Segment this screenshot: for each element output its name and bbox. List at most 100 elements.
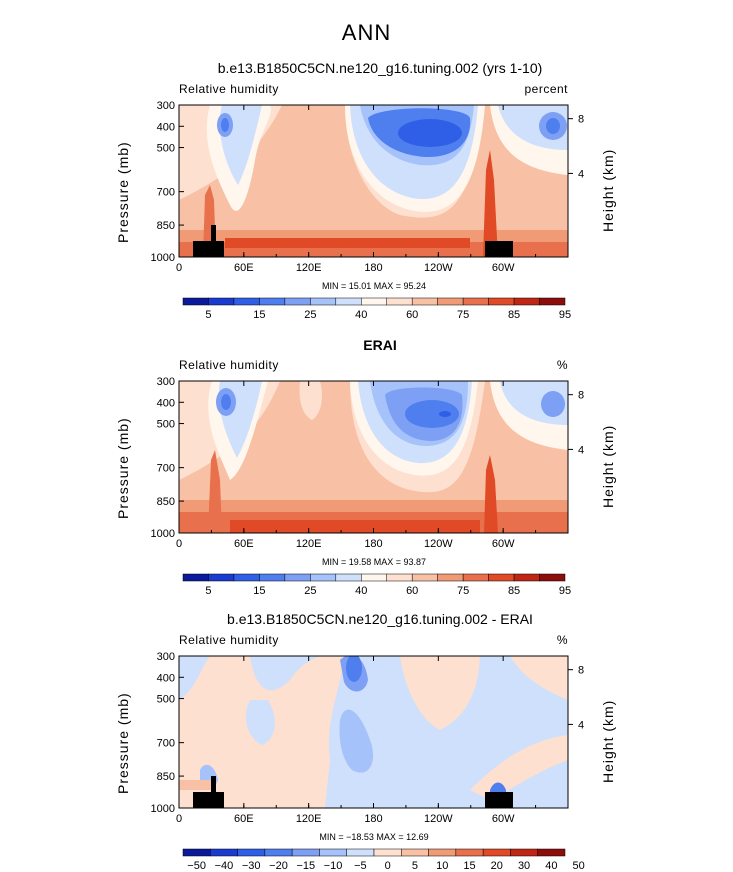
colorbar-swatch	[510, 848, 538, 857]
colorbar-swatch	[455, 848, 484, 857]
colorbar-swatch	[482, 848, 511, 857]
panel-3-title: b.e13.B1850C5CN.ne120_g16.tuning.002 - E…	[227, 611, 533, 627]
x-tick-label: 0	[176, 538, 182, 550]
axes-layer: 0 60E 120E 180 120W 60W3004005007008501000840…	[151, 100, 585, 825]
y-tick-label: 500	[157, 694, 175, 706]
colorbar-swatch	[539, 297, 566, 306]
colorbar-swatch	[182, 848, 211, 857]
colorbar-label: 40	[545, 860, 557, 872]
y-tick-label: 850	[157, 771, 175, 783]
colorbar-swatch	[284, 297, 311, 306]
panel-3-units-label: %	[556, 633, 568, 647]
colorbar-label: 95	[559, 585, 571, 597]
x-tick-label: 60E	[234, 262, 254, 274]
y-tick-label: 400	[157, 397, 175, 409]
y-tick-label: 500	[157, 143, 175, 155]
colorbar-swatch	[310, 297, 337, 306]
colorbar-swatch	[411, 297, 438, 306]
colorbar-swatch	[513, 297, 540, 306]
y-tick-label: 850	[157, 220, 175, 232]
panel-1-minmax: MIN = 15.01 MAX = 95.24	[321, 281, 427, 291]
panel-2-units-label: %	[556, 358, 568, 372]
colorbar-swatch	[401, 848, 429, 857]
colorbar-swatch	[462, 573, 489, 582]
panel-3-contours	[179, 656, 568, 808]
colorbar-swatch	[488, 573, 515, 582]
colorbar-label: 25	[304, 585, 316, 597]
x-tick-label: 60E	[234, 538, 254, 550]
colorbar-label: 75	[457, 585, 469, 597]
y-tick-label: 700	[157, 187, 175, 199]
colorbar-swatch	[361, 573, 387, 582]
x-tick-label: 0	[176, 262, 182, 274]
y-tick-label: 1000	[151, 803, 175, 815]
colorbar-swatch	[386, 297, 413, 306]
x-tick-label: 60W	[492, 813, 515, 825]
colorbar-label: −5	[354, 860, 367, 872]
x-tick-label: 60E	[234, 813, 254, 825]
colorbar-label: 50	[573, 860, 585, 872]
colorbar-label: 60	[406, 585, 418, 597]
colorbar-swatch	[539, 573, 566, 582]
colorbar-swatch	[437, 297, 464, 306]
colorbar-swatch	[233, 297, 260, 306]
colorbar-swatch	[361, 297, 387, 306]
colorbar-swatch	[264, 848, 293, 857]
x-tick-label: 120W	[424, 813, 453, 825]
colorbar-swatch	[319, 848, 347, 857]
x-tick-label: 120W	[424, 538, 453, 550]
colorbar-label: 60	[406, 309, 418, 321]
y2-tick-label: 8	[578, 665, 584, 677]
colorbar-label: 15	[463, 860, 475, 872]
y-tick-label: 1000	[151, 252, 175, 264]
panel-1-contours	[179, 105, 568, 257]
panel-2-contours	[179, 381, 568, 533]
colorbar-swatch	[428, 848, 457, 857]
y-tick-label: 500	[157, 419, 175, 431]
colorbar-label: 30	[518, 860, 530, 872]
y2-tick-label: 8	[578, 390, 584, 402]
y2-tick-label: 4	[578, 168, 584, 180]
colorbar-label: 85	[508, 585, 520, 597]
y-tick-label: 400	[157, 672, 175, 684]
panel-2-variable-label: Relative humidity	[179, 358, 279, 372]
colorbar-swatch	[335, 573, 362, 582]
colorbar-swatch	[291, 848, 320, 857]
y2-tick-label: 8	[578, 114, 584, 126]
colorbar-swatch	[335, 297, 362, 306]
y-tick-label: 700	[157, 738, 175, 750]
y2-tick-label: 4	[578, 719, 584, 731]
colorbar-swatch	[488, 297, 515, 306]
colorbar-swatch	[537, 848, 566, 857]
y2-tick-label: 4	[578, 444, 584, 456]
colorbar-swatch	[513, 573, 540, 582]
colorbar-swatch	[208, 297, 235, 306]
colorbar-label: 75	[457, 309, 469, 321]
colorbar-swatch	[182, 573, 209, 582]
colorbar-label: −20	[269, 860, 288, 872]
colorbar-swatch	[208, 573, 235, 582]
panel-2-minmax: MIN = 19.58 MAX = 93.87	[321, 557, 427, 567]
y-tick-label: 300	[157, 100, 175, 112]
y-tick-label: 300	[157, 651, 175, 663]
colorbar-swatch	[310, 573, 337, 582]
colorbar-label: 5	[412, 860, 418, 872]
colorbar-swatch	[411, 573, 438, 582]
colorbar-label: 10	[436, 860, 448, 872]
colorbar-label: −30	[242, 860, 261, 872]
colorbar-label: −40	[215, 860, 234, 872]
colorbar-swatch	[462, 297, 489, 306]
panel-3-minmax: MIN = −18.53 MAX = 12.69	[319, 832, 429, 842]
panel-1-title: b.e13.B1850C5CN.ne120_g16.tuning.002 (yr…	[217, 60, 543, 76]
colorbar-swatch	[284, 573, 311, 582]
x-tick-label: 120E	[296, 262, 322, 274]
colorbar-label: 85	[508, 309, 520, 321]
colorbar-label: 5	[205, 309, 211, 321]
colorbar-swatch	[259, 573, 286, 582]
figure-title: ANN	[341, 20, 392, 45]
colorbar-swatch	[237, 848, 266, 857]
y-tick-label: 700	[157, 463, 175, 475]
x-tick-label: 120E	[296, 538, 322, 550]
colorbar-label: −15	[296, 860, 315, 872]
